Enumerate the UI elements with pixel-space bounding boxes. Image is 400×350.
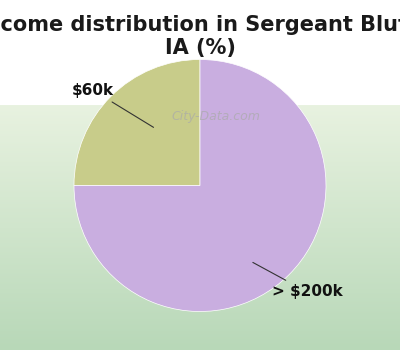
Text: City-Data.com: City-Data.com xyxy=(171,110,260,123)
Text: Income distribution in Sergeant Bluff,
IA (%): Income distribution in Sergeant Bluff, I… xyxy=(0,15,400,58)
Text: > $200k: > $200k xyxy=(253,262,342,299)
Wedge shape xyxy=(74,60,200,186)
Wedge shape xyxy=(74,60,326,312)
Text: $60k: $60k xyxy=(72,83,154,127)
Text: Other residents: Other residents xyxy=(130,80,270,98)
